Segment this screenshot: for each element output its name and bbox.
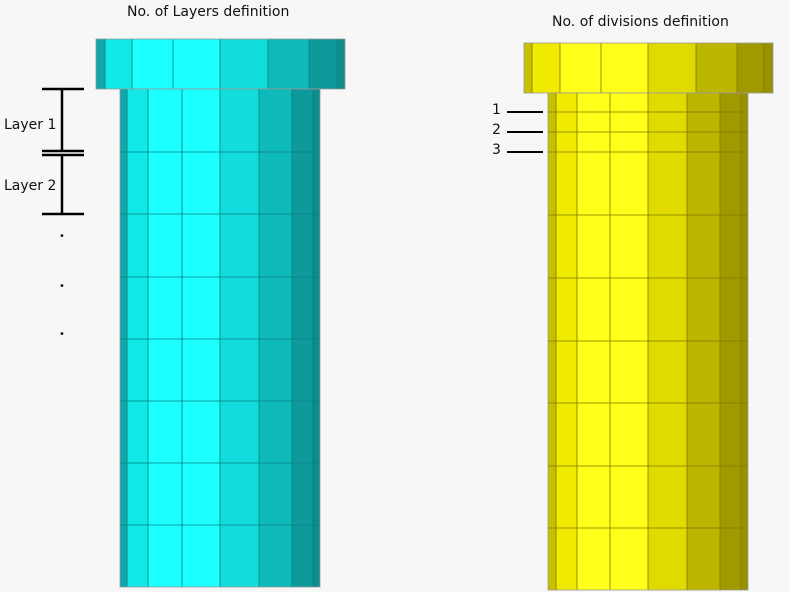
right-flange-strip — [696, 43, 737, 93]
left-title: No. of Layers definition — [127, 4, 290, 20]
left-body-strip — [182, 89, 220, 587]
left-body-strip — [120, 89, 127, 587]
left-flange-strip — [337, 39, 345, 89]
left-body-strip — [292, 89, 313, 587]
left-body-strip — [148, 89, 182, 587]
right-body-strip — [577, 93, 610, 590]
left-body-strip — [259, 89, 292, 587]
left-flange-strip — [105, 39, 132, 89]
left-flange-strip — [268, 39, 309, 89]
right-body-strip — [648, 93, 687, 590]
dot: • — [59, 329, 65, 340]
left-flange-strip — [132, 39, 173, 89]
left-body-strip — [313, 89, 320, 587]
right-body-strip — [610, 93, 648, 590]
right-flange-strip — [648, 43, 696, 93]
right-flange-strip — [560, 43, 601, 93]
left-flange-strip — [220, 39, 268, 89]
right-body-strip — [720, 93, 741, 590]
right-title: No. of divisions definition — [552, 14, 729, 30]
left-body-strip — [127, 89, 148, 587]
right-flange-strip — [764, 43, 773, 93]
layer-1-label: Layer 1 — [4, 117, 57, 133]
right-flange-strip — [601, 43, 648, 93]
left-body-outline — [119, 88, 321, 588]
left-flange-strip — [173, 39, 220, 89]
right-body-strip — [556, 93, 577, 590]
right-body-strip — [548, 93, 556, 590]
dot: • — [59, 231, 65, 242]
division-2-label: 2 — [492, 122, 501, 138]
left-flange-strip — [96, 39, 105, 89]
division-1-label: 1 — [492, 102, 501, 118]
dot: • — [59, 281, 65, 292]
left-flange-strip — [309, 39, 337, 89]
left-body-strip — [220, 89, 259, 587]
right-flange-strip — [524, 43, 532, 93]
division-3-label: 3 — [492, 142, 501, 158]
right-body-strip — [687, 93, 720, 590]
right-body-outline — [547, 92, 749, 591]
right-flange-strip — [532, 43, 560, 93]
right-flange-strip — [737, 43, 764, 93]
right-body-strip — [741, 93, 748, 590]
layer-2-label: Layer 2 — [4, 178, 57, 194]
